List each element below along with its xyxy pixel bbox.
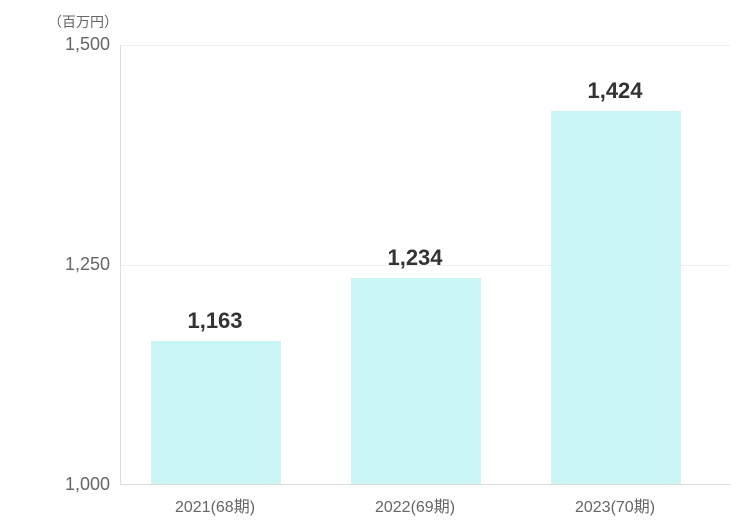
bar bbox=[551, 111, 681, 484]
bar-chart: （百万円） 1,000 1,250 1,500 1,163 2021(68期) 1,234… bbox=[0, 0, 745, 525]
y-tick-label: 1,000 bbox=[50, 474, 110, 495]
y-axis-unit-label: （百万円） bbox=[48, 12, 118, 32]
bar bbox=[151, 341, 281, 484]
x-tick-label: 2021(68期) bbox=[175, 493, 255, 517]
bar-value-label: 1,234 bbox=[387, 245, 442, 271]
y-tick-label: 1,500 bbox=[50, 34, 110, 55]
x-tick-label: 2022(69期) bbox=[375, 493, 455, 517]
bar bbox=[351, 278, 481, 484]
x-tick-label: 2023(70期) bbox=[575, 493, 655, 517]
bar-value-label: 1,163 bbox=[187, 308, 242, 334]
gridline bbox=[121, 45, 730, 46]
bar-value-label: 1,424 bbox=[587, 78, 642, 104]
y-tick-label: 1,250 bbox=[50, 254, 110, 275]
